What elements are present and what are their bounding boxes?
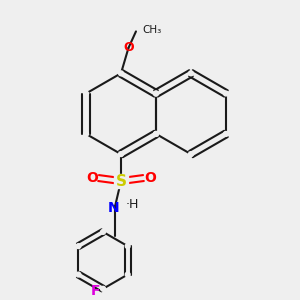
Text: F: F xyxy=(91,284,100,298)
Circle shape xyxy=(76,244,81,248)
Circle shape xyxy=(189,152,194,157)
Text: O: O xyxy=(86,171,98,185)
Circle shape xyxy=(189,71,194,76)
Circle shape xyxy=(118,71,123,76)
Circle shape xyxy=(224,91,228,96)
Circle shape xyxy=(125,244,130,248)
Circle shape xyxy=(101,286,105,291)
Circle shape xyxy=(154,91,158,96)
Text: CH₃: CH₃ xyxy=(142,25,161,34)
Text: S: S xyxy=(116,173,127,188)
Bar xyxy=(114,175,128,188)
Text: O: O xyxy=(124,41,134,54)
Circle shape xyxy=(101,230,105,234)
Circle shape xyxy=(154,131,158,136)
Circle shape xyxy=(84,131,88,136)
Text: O: O xyxy=(144,171,156,185)
Circle shape xyxy=(84,91,88,96)
Circle shape xyxy=(118,152,123,157)
Circle shape xyxy=(224,131,228,136)
Text: N: N xyxy=(108,201,119,215)
Circle shape xyxy=(154,131,158,136)
Text: ·H: ·H xyxy=(125,199,139,212)
Circle shape xyxy=(125,272,130,277)
Circle shape xyxy=(154,91,158,96)
Circle shape xyxy=(76,272,81,277)
